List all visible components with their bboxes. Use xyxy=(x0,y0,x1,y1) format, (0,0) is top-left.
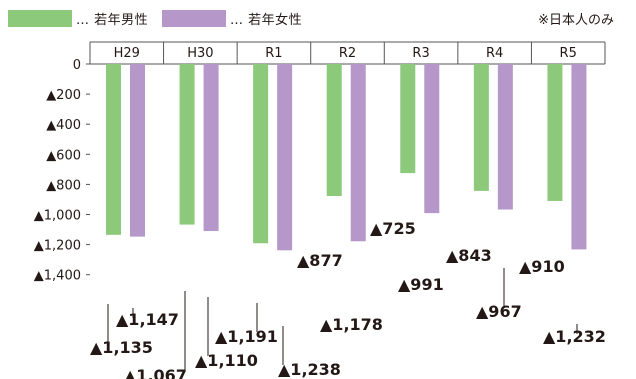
x-tick-label: R3 xyxy=(412,46,429,61)
bar-female-R5 xyxy=(571,64,586,249)
x-tick-label: R1 xyxy=(265,46,282,61)
data-label-female: ▲1,147 xyxy=(116,310,179,329)
bar-male-R3 xyxy=(400,64,415,173)
data-label-female: ▲1,238 xyxy=(278,360,341,379)
bar-female-R1 xyxy=(277,64,292,250)
bar-male-H30 xyxy=(180,64,195,225)
y-tick-label: ▲800 xyxy=(46,178,81,193)
bar-female-R4 xyxy=(498,64,513,210)
data-label-male: ▲725 xyxy=(370,219,416,238)
x-tick-label: R5 xyxy=(560,46,577,61)
data-label-male: ▲877 xyxy=(297,251,343,270)
bar-male-R4 xyxy=(474,64,489,191)
data-label-female: ▲1,232 xyxy=(543,327,606,346)
y-tick-label: ▲600 xyxy=(46,148,81,163)
x-tick-label: R4 xyxy=(486,46,503,61)
bar-female-H29 xyxy=(130,64,145,237)
data-label-female: ▲991 xyxy=(398,275,444,294)
bar-male-R1 xyxy=(253,64,268,243)
data-label-male: ▲1,135 xyxy=(90,338,153,357)
y-tick-label: ▲200 xyxy=(46,88,81,103)
bar-male-R5 xyxy=(547,64,562,201)
y-tick-label: ▲400 xyxy=(46,118,81,133)
x-tick-label: R2 xyxy=(339,46,356,61)
data-label-male: ▲1,067 xyxy=(124,366,187,379)
bar-female-H30 xyxy=(204,64,219,231)
bar-male-R2 xyxy=(327,64,342,196)
data-label-female: ▲1,110 xyxy=(195,351,258,370)
x-tick-label: H29 xyxy=(114,46,140,61)
data-label-male: ▲910 xyxy=(519,257,565,276)
y-tick-label: ▲1,400 xyxy=(34,269,81,284)
data-label-male: ▲1,191 xyxy=(215,327,278,346)
y-tick-label: ▲1,200 xyxy=(34,239,81,254)
bar-female-R2 xyxy=(351,64,366,241)
bar-male-H29 xyxy=(106,64,121,235)
bar-female-R3 xyxy=(424,64,439,213)
data-label-female: ▲1,178 xyxy=(320,315,383,334)
x-tick-label: H30 xyxy=(187,46,213,61)
data-label-female: ▲967 xyxy=(476,302,522,321)
y-tick-label: 0 xyxy=(73,58,81,73)
data-label-male: ▲843 xyxy=(446,246,492,265)
y-tick-label: ▲1,000 xyxy=(34,209,81,224)
